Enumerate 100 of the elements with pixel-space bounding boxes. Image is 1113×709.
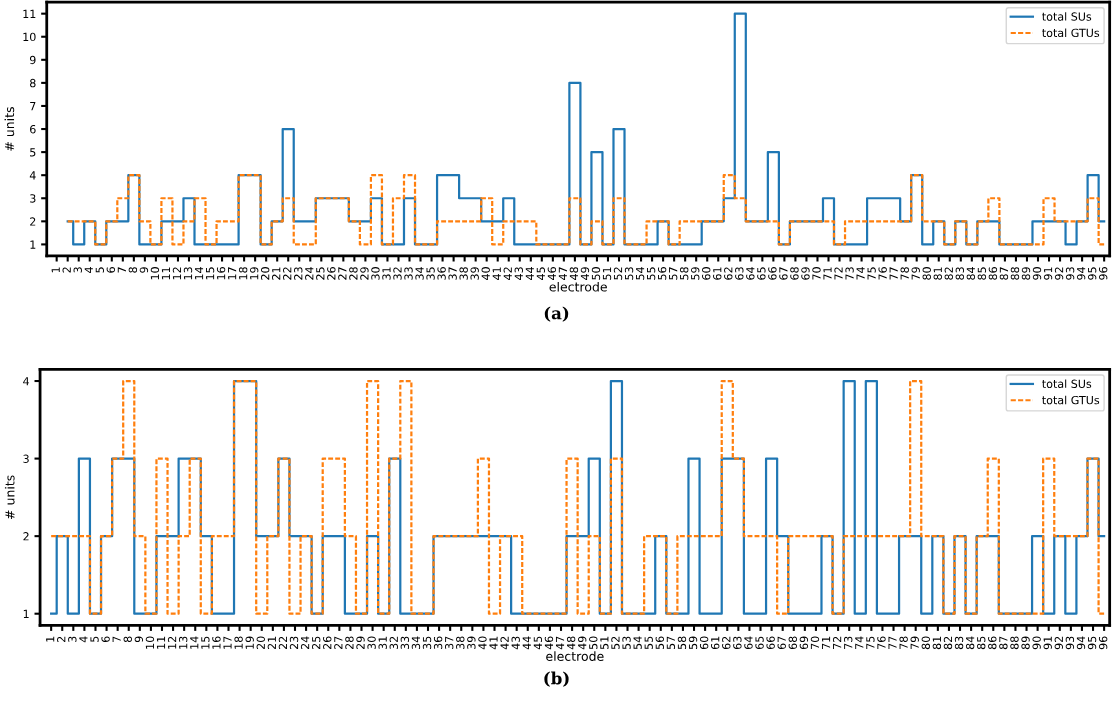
x-tick-label: 73 <box>844 636 853 649</box>
x-tick-label: 41 <box>492 267 501 280</box>
x-tick-label: 52 <box>613 267 623 280</box>
y-tick-label: 2 <box>30 217 36 226</box>
x-tick-label: 7 <box>112 636 121 642</box>
x-tick-label: 21 <box>272 267 281 280</box>
legend-label: total GTUs <box>1042 395 1100 405</box>
x-tick-label: 68 <box>788 636 797 650</box>
x-tick-label: 96 <box>1098 267 1108 280</box>
x-tick-label: 29 <box>360 267 369 280</box>
x-tick-label: 56 <box>657 267 667 280</box>
x-tick-label: 32 <box>393 267 402 280</box>
x-tick-label: 27 <box>338 267 347 280</box>
x-tick-label: 13 <box>178 636 188 649</box>
x-tick-label: 18 <box>234 636 243 649</box>
x-tick-label: 93 <box>1065 636 1075 650</box>
text: (b) <box>544 671 569 687</box>
x-tick-label: 68 <box>790 267 799 280</box>
x-tick-label: 25 <box>316 267 325 280</box>
x-tick-label: 23 <box>294 267 303 280</box>
x-tick-label: 55 <box>647 267 656 280</box>
x-tick-label: 16 <box>212 636 221 649</box>
y-tick-label: 6 <box>30 125 36 134</box>
x-tick-label: 21 <box>267 636 276 650</box>
x-tick-label: 24 <box>300 636 310 650</box>
x-tick-label: 33 <box>400 636 410 650</box>
x-tick-label: 76 <box>878 267 887 280</box>
y-tick-label: 3 <box>23 454 29 463</box>
x-tick-label: 47 <box>558 267 567 280</box>
x-tick-label: 54 <box>636 266 645 280</box>
x-tick-label: 33 <box>404 267 413 280</box>
x-tick-label: 77 <box>888 636 897 649</box>
x-tick-label: 45 <box>536 267 546 280</box>
x-tick-label: 29 <box>356 636 365 650</box>
x-tick-label: 83 <box>954 636 964 650</box>
x-tick-label: 35 <box>426 267 435 280</box>
x-tick-label: 46 <box>544 636 554 650</box>
legend-label: total SUs <box>1042 12 1092 21</box>
x-tick-label: 26 <box>323 636 332 650</box>
x-tick-label: 42 <box>500 636 509 650</box>
x-tick-label: 60 <box>702 267 711 280</box>
x-tick-label: 5 <box>95 267 104 273</box>
x-tick-label: 42 <box>503 267 512 280</box>
x-tick-label: 81 <box>933 267 942 280</box>
x-tick-label: 24 <box>305 266 314 280</box>
x-tick-label: 38 <box>456 636 465 650</box>
x-tick-label: 91 <box>1043 636 1052 650</box>
x-tick-label: 62 <box>724 267 733 280</box>
y-tick-label: 2 <box>23 532 29 541</box>
x-tick-label: 64 <box>744 636 753 650</box>
x-tick-label: 75 <box>866 636 875 649</box>
x-tick-label: 30 <box>367 636 376 650</box>
x-tick-label: 79 <box>910 636 919 649</box>
x-tick-label: 26 <box>327 267 336 280</box>
x-tick-label: 79 <box>911 267 920 280</box>
x-tick-label: 44 <box>522 636 531 650</box>
y-tick-label: 8 <box>30 78 36 88</box>
x-tick-label: 12 <box>167 636 177 649</box>
x-tick-label: 32 <box>389 636 398 650</box>
x-tick-label: 73 <box>845 267 854 280</box>
x-tick-label: 43 <box>514 267 523 280</box>
x-tick-label: 12 <box>172 267 182 280</box>
x-tick-label: 87 <box>999 636 1008 650</box>
x-tick-label: 59 <box>688 636 698 650</box>
x-tick-label: 49 <box>580 267 590 280</box>
x-tick-label: 65 <box>755 636 764 650</box>
x-tick-label: 86 <box>988 636 997 650</box>
x-tick-label: 8 <box>128 267 138 273</box>
x-tick-label: 8 <box>123 636 132 643</box>
x-tick-label: 1 <box>51 267 60 273</box>
x-tick-label: 74 <box>856 266 865 280</box>
x-tick-label: 14 <box>194 266 204 280</box>
x-tick-label: 69 <box>799 636 809 650</box>
x-tick-label: 90 <box>1032 636 1041 650</box>
x-tick-label: 67 <box>779 267 788 280</box>
x-tick-label: 2 <box>57 636 66 643</box>
x-tick-label: 55 <box>644 636 653 650</box>
legend-label: total GTUs <box>1042 28 1100 38</box>
x-axis-title: electrode <box>546 651 604 661</box>
x-tick-label: 19 <box>249 267 259 280</box>
x-tick-label: 59 <box>691 267 700 280</box>
x-tick-label: 80 <box>922 267 931 280</box>
text: (a) <box>544 306 569 322</box>
x-tick-label: 9 <box>139 267 149 273</box>
x-tick-label: 92 <box>1054 267 1064 280</box>
x-tick-label: 23 <box>289 636 299 650</box>
x-tick-label: 72 <box>834 267 843 280</box>
x-tick-label: 85 <box>977 267 987 280</box>
x-tick-label: 35 <box>422 636 432 650</box>
x-tick-label: 81 <box>932 636 942 650</box>
x-tick-label: 37 <box>448 267 457 280</box>
x-tick-label: 51 <box>602 267 612 280</box>
x-tick-label: 66 <box>766 636 775 650</box>
x-tick-label: 86 <box>988 267 998 280</box>
x-tick-label: 93 <box>1065 267 1075 280</box>
x-tick-label: 3 <box>73 267 82 273</box>
x-tick-label: 6 <box>106 267 116 273</box>
x-tick-label: 44 <box>525 266 534 280</box>
x-tick-label: 15 <box>201 636 210 649</box>
y-tick-label: 11 <box>23 9 36 18</box>
